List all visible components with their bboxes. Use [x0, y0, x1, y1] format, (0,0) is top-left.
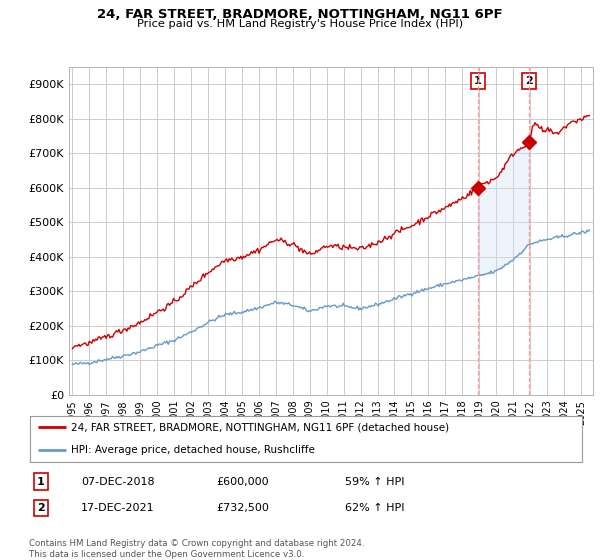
- Text: Price paid vs. HM Land Registry's House Price Index (HPI): Price paid vs. HM Land Registry's House …: [137, 19, 463, 29]
- Text: 1: 1: [37, 477, 44, 487]
- Text: £732,500: £732,500: [216, 503, 269, 513]
- Text: £600,000: £600,000: [216, 477, 269, 487]
- Text: 62% ↑ HPI: 62% ↑ HPI: [345, 503, 404, 513]
- Text: 24, FAR STREET, BRADMORE, NOTTINGHAM, NG11 6PF: 24, FAR STREET, BRADMORE, NOTTINGHAM, NG…: [97, 8, 503, 21]
- Text: 2: 2: [37, 503, 44, 513]
- Text: 2: 2: [526, 76, 533, 86]
- Text: HPI: Average price, detached house, Rushcliffe: HPI: Average price, detached house, Rush…: [71, 445, 315, 455]
- Text: 17-DEC-2021: 17-DEC-2021: [81, 503, 155, 513]
- Text: 1: 1: [474, 76, 482, 86]
- Text: Contains HM Land Registry data © Crown copyright and database right 2024.
This d: Contains HM Land Registry data © Crown c…: [29, 539, 364, 559]
- Text: 07-DEC-2018: 07-DEC-2018: [81, 477, 155, 487]
- Text: 24, FAR STREET, BRADMORE, NOTTINGHAM, NG11 6PF (detached house): 24, FAR STREET, BRADMORE, NOTTINGHAM, NG…: [71, 422, 449, 432]
- Text: 59% ↑ HPI: 59% ↑ HPI: [345, 477, 404, 487]
